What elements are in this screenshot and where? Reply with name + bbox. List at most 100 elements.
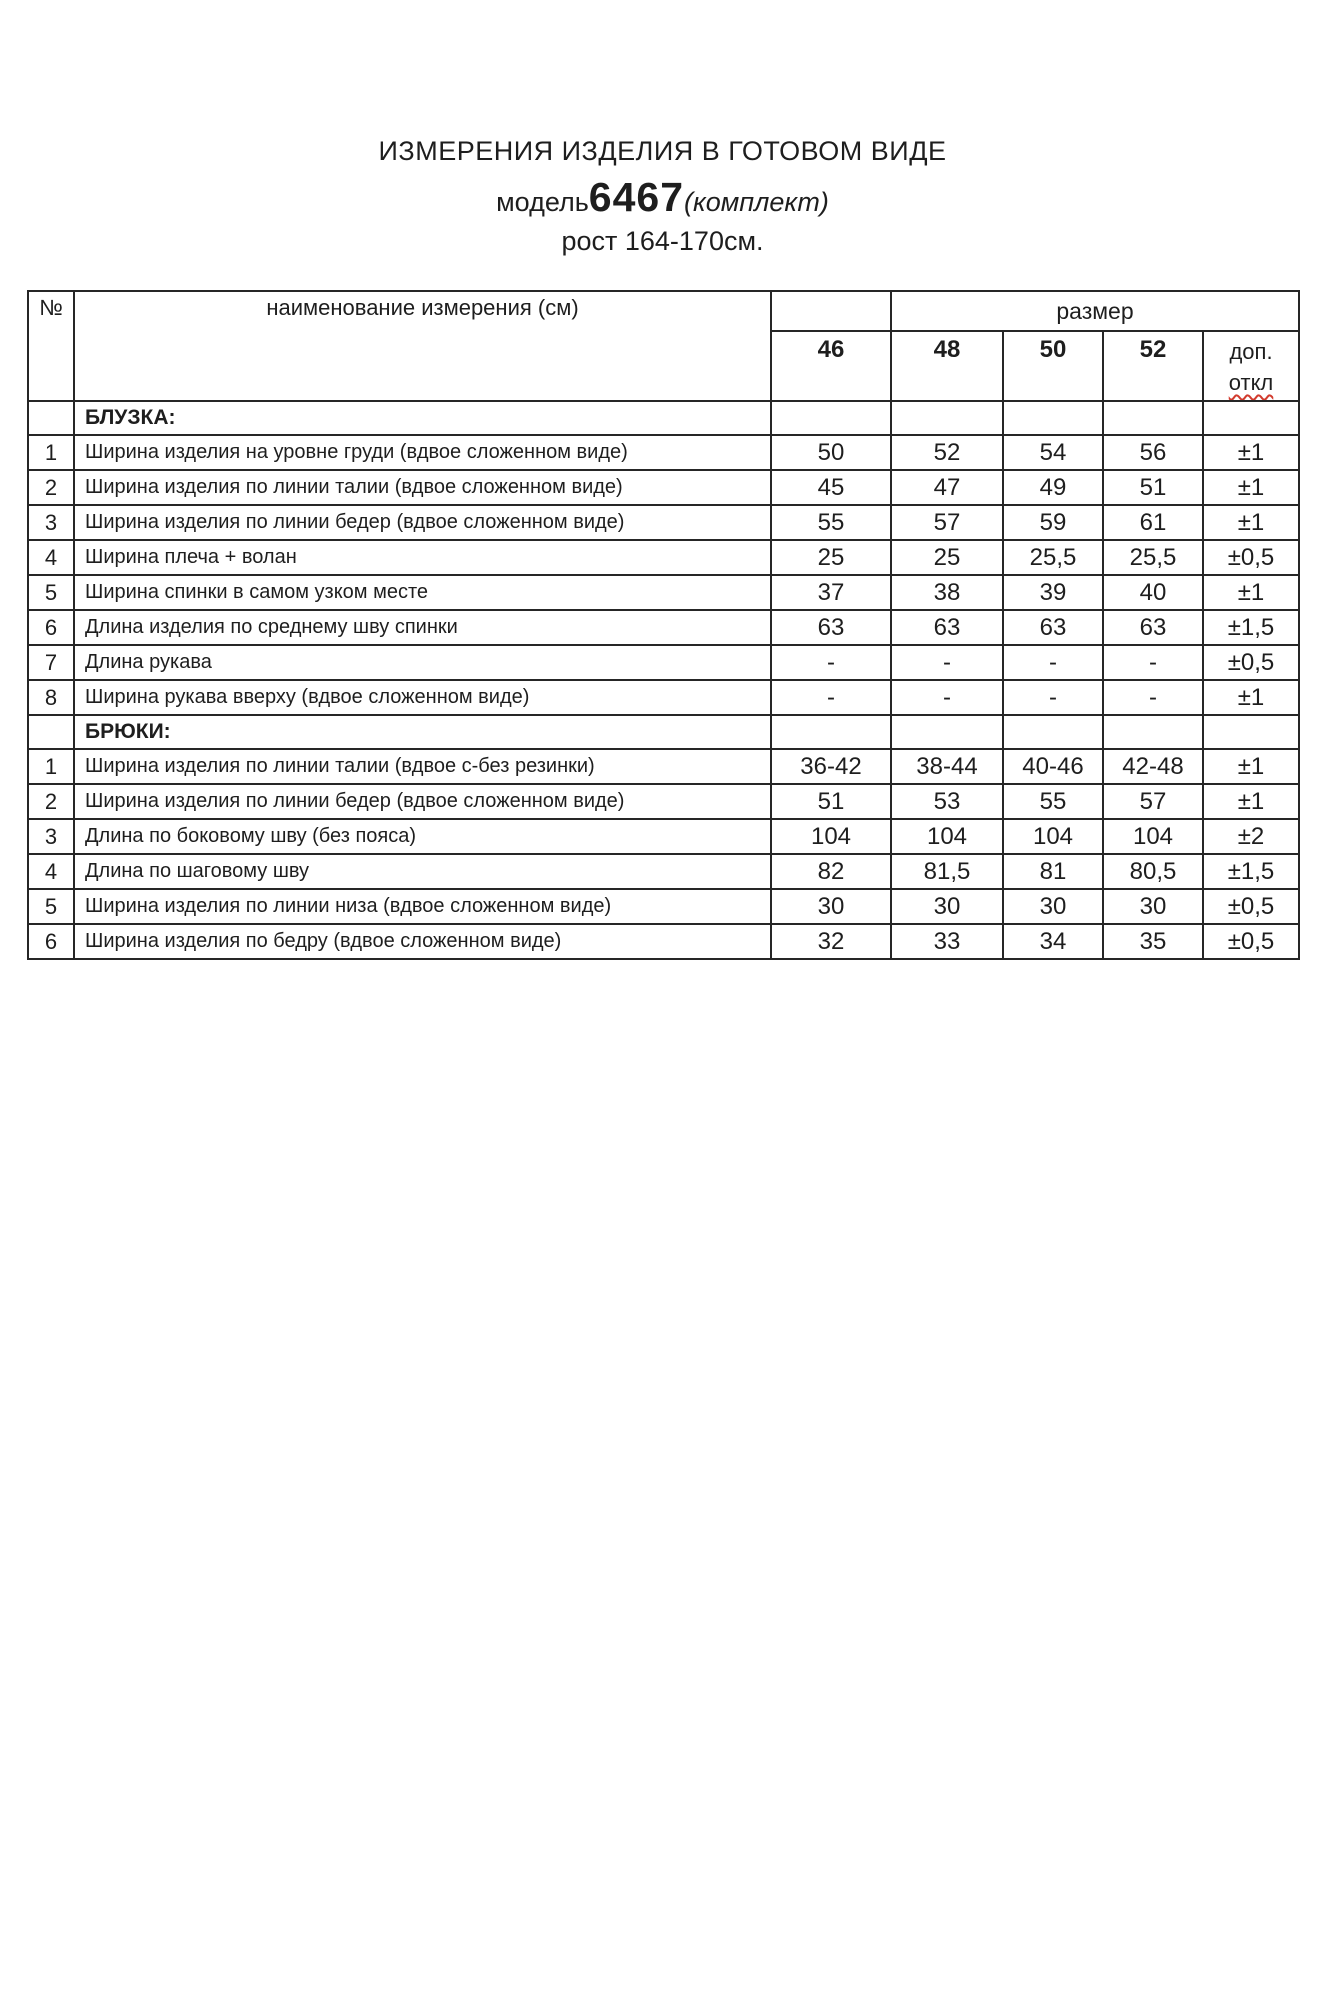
header-size-46-cell: 46	[770, 330, 892, 402]
row-number-cell: 6	[27, 923, 75, 960]
measurement-label-cell: Ширина изделия по линии талии (вдвое сло…	[73, 469, 772, 506]
value-cell: 32	[770, 923, 892, 960]
value-cell: 35	[1102, 923, 1204, 960]
measurement-label-cell: Длина рукава	[73, 644, 772, 681]
model-suffix: (комплект)	[684, 187, 829, 217]
row-number-cell: 5	[27, 888, 75, 925]
value-cell: 40-46	[1002, 748, 1104, 785]
value-cell: -	[770, 679, 892, 716]
measurement-label-cell: Длина изделия по среднему шву спинки	[73, 609, 772, 646]
value-cell: 38-44	[890, 748, 1004, 785]
measurement-label-cell: Ширина изделия по линии бедер (вдвое сло…	[73, 783, 772, 820]
measurement-label-cell: Ширина спинки в самом узком месте	[73, 574, 772, 611]
value-cell: 25,5	[1002, 539, 1104, 576]
section-title: БЛУЗКА:	[73, 400, 772, 436]
value-cell: 38	[890, 574, 1004, 611]
value-cell: -	[1102, 644, 1204, 681]
value-cell: 55	[770, 504, 892, 541]
value-cell: 55	[1002, 783, 1104, 820]
deviation-cell: ±0,5	[1201, 644, 1301, 681]
page-title: ИЗМЕРЕНИЯ ИЗДЕЛИЯ В ГОТОВОМ ВИДЕ	[378, 136, 947, 166]
deviation-cell: ±1	[1201, 679, 1301, 716]
header-size-52-cell: 52	[1102, 330, 1204, 402]
value-cell: 104	[1002, 818, 1104, 855]
measurement-label-cell: Ширина плеча + волан	[73, 539, 772, 576]
value-cell: 34	[1002, 923, 1104, 960]
header-size-50-cell: 50	[1002, 330, 1104, 402]
deviation-cell: ±0,5	[1201, 923, 1301, 960]
value-cell: 51	[770, 783, 892, 820]
value-cell: -	[1002, 679, 1104, 716]
value-cell: -	[1102, 679, 1204, 716]
value-cell: 39	[1002, 574, 1104, 611]
value-cell: 57	[890, 504, 1004, 541]
deviation-cell: ±1	[1201, 469, 1301, 506]
header-size-48-cell: 48	[890, 330, 1004, 402]
header-row-sizes: 46 48 50 52 доп. откл	[28, 330, 1301, 402]
empty-cell	[890, 714, 1004, 750]
empty-cell	[770, 290, 892, 332]
value-cell: 80,5	[1102, 853, 1204, 890]
value-cell: 47	[890, 469, 1004, 506]
value-cell: -	[890, 644, 1004, 681]
deviation-cell: ±1,5	[1201, 609, 1301, 646]
header-number-cell: №	[27, 290, 75, 402]
row-number-cell: 2	[27, 469, 75, 506]
value-cell: 25	[770, 539, 892, 576]
empty-cell	[1002, 714, 1104, 750]
value-cell: 42-48	[1102, 748, 1204, 785]
table-row: 4 Ширина плеча + волан 25 25 25,5 25,5 ±…	[27, 539, 1301, 576]
value-cell: 57	[1102, 783, 1204, 820]
empty-cell	[890, 400, 1004, 436]
table-row: 1 Ширина изделия по линии талии (вдвое с…	[27, 748, 1301, 785]
value-cell: 37	[770, 574, 892, 611]
value-cell: 104	[1102, 818, 1204, 855]
empty-cell	[770, 714, 892, 750]
table-row: 6 Ширина изделия по бедру (вдвое сложенн…	[27, 923, 1301, 960]
deviation-cell: ±1	[1201, 783, 1301, 820]
measurement-label-cell: Ширина изделия по линии низа (вдвое слож…	[73, 888, 772, 925]
table-row: 6 Длина изделия по среднему шву спинки 6…	[27, 609, 1301, 646]
deviation-label-line2: откл	[1228, 370, 1274, 395]
value-cell: 104	[770, 818, 892, 855]
deviation-cell: ±1,5	[1201, 853, 1301, 890]
model-prefix: модель	[496, 187, 589, 217]
value-cell: 53	[890, 783, 1004, 820]
deviation-cell: ±1	[1201, 748, 1301, 785]
value-cell: 61	[1102, 504, 1204, 541]
section-header-pants: БРЮКИ:	[27, 714, 1301, 750]
table-row: 8 Ширина рукава вверху (вдвое сложенном …	[27, 679, 1301, 716]
header-measurement-name-cell: наименование измерения (см)	[73, 290, 772, 402]
value-cell: 30	[1002, 888, 1104, 925]
empty-cell	[1002, 400, 1104, 436]
empty-cell	[1102, 400, 1204, 436]
empty-cell	[1201, 400, 1301, 436]
measurement-label-cell: Ширина изделия на уровне груди (вдвое сл…	[73, 434, 772, 471]
value-cell: 63	[770, 609, 892, 646]
model-line: модель6467(комплект)	[27, 174, 1298, 221]
value-cell: 30	[770, 888, 892, 925]
row-number-cell: 4	[27, 853, 75, 890]
measurement-label-cell: Ширина изделия по бедру (вдвое сложенном…	[73, 923, 772, 960]
deviation-cell: ±2	[1201, 818, 1301, 855]
section-title: БРЮКИ:	[73, 714, 772, 750]
row-number-cell: 1	[27, 434, 75, 471]
value-cell: -	[1002, 644, 1104, 681]
value-cell: 104	[890, 818, 1004, 855]
empty-cell	[1201, 714, 1301, 750]
value-cell: 63	[1002, 609, 1104, 646]
header-size-group-cell: размер	[889, 290, 1301, 332]
row-number-cell: 3	[27, 504, 75, 541]
table-row: 5 Ширина изделия по линии низа (вдвое сл…	[27, 888, 1301, 925]
deviation-cell: ±1	[1201, 504, 1301, 541]
row-number-cell: 1	[27, 748, 75, 785]
measurement-label-cell: Длина по шаговому шву	[73, 853, 772, 890]
value-cell: 50	[770, 434, 892, 471]
row-number-cell: 2	[27, 783, 75, 820]
deviation-cell: ±0,5	[1201, 888, 1301, 925]
value-cell: 33	[890, 923, 1004, 960]
value-cell: 63	[890, 609, 1004, 646]
section-header-blouse: БЛУЗКА:	[27, 400, 1301, 436]
value-cell: 82	[770, 853, 892, 890]
empty-cell	[1102, 714, 1204, 750]
